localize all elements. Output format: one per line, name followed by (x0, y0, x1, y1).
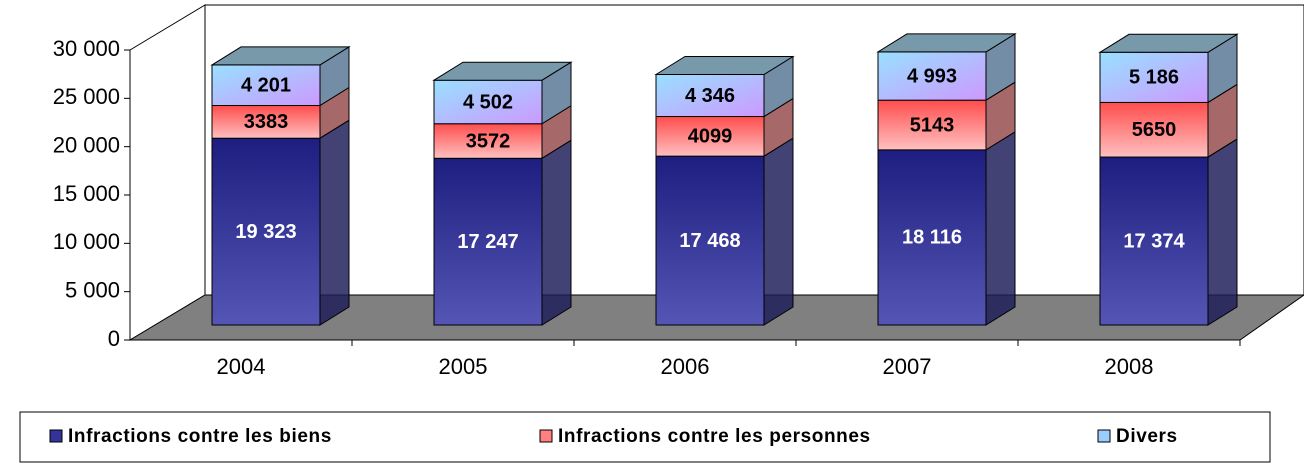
data-label: 5 186 (1129, 67, 1179, 89)
bar-segment (877, 149, 987, 326)
bar-side-shade (986, 82, 1015, 150)
data-label: 5143 (910, 114, 955, 136)
legend-label: Divers (1116, 426, 1178, 447)
bar-side-shade (320, 46, 349, 106)
legend-swatch (49, 429, 63, 443)
bar-segment (211, 64, 321, 107)
x-tick-label: 2006 (661, 354, 710, 379)
bar-segment (1099, 156, 1209, 326)
y-tick-label: 15 000 (53, 181, 120, 206)
bar-top (876, 33, 1017, 53)
data-label: 4 993 (907, 65, 957, 87)
bar-side-shade (764, 98, 793, 157)
bar-side-shade (542, 105, 571, 159)
bar-side-shade (986, 131, 1015, 325)
bar-side-shade (1208, 84, 1237, 158)
bar-segment (655, 116, 765, 157)
legend-swatch (539, 429, 553, 443)
data-label: 4 502 (463, 91, 513, 113)
bar-segment (433, 79, 543, 125)
bar-segment (211, 105, 321, 139)
x-tick-label: 2008 (1105, 354, 1154, 379)
bar-top (432, 61, 573, 81)
data-label: 18 116 (902, 227, 962, 249)
bar-side-shade (1208, 34, 1237, 103)
bar-top (1098, 33, 1239, 53)
data-label: 4099 (688, 126, 733, 148)
x-tick-label: 2004 (217, 354, 266, 379)
data-label: 3572 (466, 130, 511, 152)
legend-label: Infractions contre les biens (68, 426, 332, 447)
data-label: 19 323 (235, 221, 296, 243)
y-tick-label: 10 000 (53, 229, 120, 254)
legend-label: Infractions contre les personnes (558, 426, 871, 447)
x-tick-label: 2005 (439, 354, 488, 379)
bar-side-shade (542, 140, 571, 325)
y-tick-label: 30 000 (53, 36, 120, 61)
y-tick-label: 25 000 (53, 84, 120, 109)
bar-side-shade (764, 56, 793, 117)
bar-side-shade (320, 87, 349, 139)
bar-side-shade (986, 33, 1015, 101)
data-label: 3383 (244, 111, 289, 133)
data-label: 4 346 (685, 85, 735, 107)
bar-segment (1099, 101, 1209, 158)
y-tick-label: 20 000 (53, 132, 120, 157)
bar-side-shade (320, 120, 349, 325)
data-label: 5650 (1132, 119, 1177, 141)
data-label: 17 247 (457, 231, 518, 253)
data-label: 17 374 (1123, 230, 1185, 252)
y-tick-label: 5 000 (65, 277, 120, 302)
bar-top (654, 56, 795, 76)
data-label: 17 468 (679, 230, 740, 252)
x-tick-label: 2007 (883, 354, 932, 379)
y-tick-label: 0 (108, 326, 120, 351)
bar-segment (433, 157, 543, 326)
bar-side-shade (542, 62, 571, 124)
bar-top (210, 46, 351, 66)
legend-box (19, 411, 1271, 463)
bar-side-shade (1208, 139, 1237, 325)
bar-side-shade (764, 138, 793, 325)
data-label: 4 201 (241, 74, 291, 96)
side-wall (129, 4, 206, 341)
bar-segment (655, 155, 765, 326)
legend-swatch (1097, 429, 1111, 443)
